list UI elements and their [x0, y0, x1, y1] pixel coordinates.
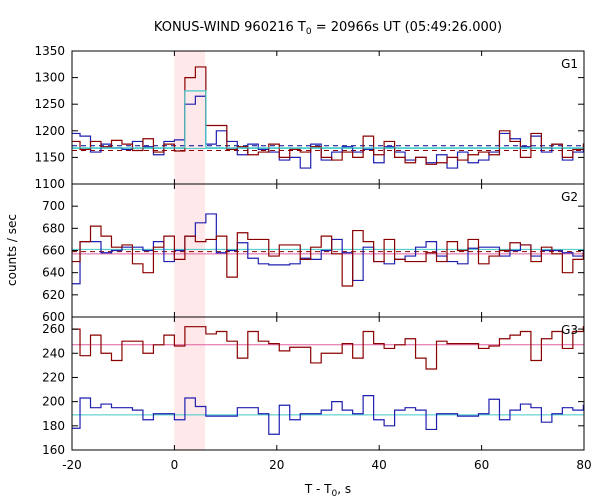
x-tick-label: 40	[372, 458, 387, 472]
y-tick-label-g2: 700	[42, 199, 65, 213]
x-tick-label: 0	[171, 458, 179, 472]
y-tick-label-g2: 680	[42, 221, 65, 235]
y-tick-label-g1: 1150	[34, 150, 65, 164]
x-axis-label-rest: , s	[337, 482, 351, 496]
series-g2-1	[72, 225, 584, 287]
y-tick-label-g1: 1300	[34, 71, 65, 85]
series-g1-2	[72, 90, 584, 149]
panel-label-g3: G3	[561, 323, 578, 337]
y-tick-label-g3: 240	[42, 346, 65, 360]
x-tick-label: 80	[576, 458, 591, 472]
y-axis-label: counts / sec	[5, 214, 19, 286]
plot-area: 110011501200125013001350G160062064066068…	[34, 44, 591, 472]
panel-g1	[72, 66, 584, 169]
y-tick-label-g1: 1100	[34, 177, 65, 191]
y-tick-label-g1: 1350	[34, 44, 65, 58]
y-tick-label-g2: 640	[42, 266, 65, 280]
chart-title-rest: = 20966s UT (05:49:26.000)	[312, 20, 502, 35]
y-tick-label-g2: 600	[42, 310, 65, 324]
chart-title: KONUS-WIND 960216 T0 = 20966s UT (05:49:…	[154, 20, 502, 37]
chart-title-main: KONUS-WIND 960216 T	[154, 20, 306, 35]
series-g1-0	[72, 95, 584, 169]
x-tick-label: 60	[474, 458, 489, 472]
panel-label-g1: G1	[561, 57, 578, 71]
y-tick-label-g3: 200	[42, 395, 65, 409]
y-tick-label-g3: 180	[42, 419, 65, 433]
panel-label-g2: G2	[561, 190, 578, 204]
series-g3-0	[72, 326, 584, 370]
y-tick-label-g2: 620	[42, 288, 65, 302]
series-g3-1	[72, 394, 584, 435]
x-axis-label-sub: 0	[332, 489, 338, 499]
y-tick-label-g3: 220	[42, 370, 65, 384]
x-tick-label: -20	[62, 458, 82, 472]
chart-title-sub: 0	[306, 27, 312, 37]
y-tick-label-g3: 160	[42, 443, 65, 457]
series-g1-1	[72, 66, 584, 165]
x-tick-label: 20	[269, 458, 284, 472]
panel-g3	[72, 326, 584, 435]
y-tick-label-g1: 1200	[34, 124, 65, 138]
panel-g2	[72, 213, 584, 287]
x-axis-label-main: T - T	[304, 482, 332, 496]
y-tick-label-g1: 1250	[34, 97, 65, 111]
y-tick-label-g2: 660	[42, 244, 65, 258]
panel-frame-g3	[71, 316, 585, 451]
panel-frame-g1	[71, 50, 585, 185]
x-axis-label: T - T0, s	[304, 482, 351, 499]
y-tick-label-g3: 260	[42, 322, 65, 336]
